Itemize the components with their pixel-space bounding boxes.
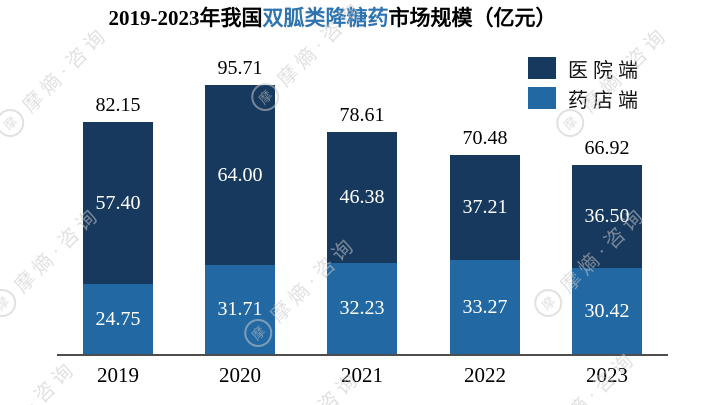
legend: 医院端 药店端: [528, 56, 643, 112]
bar-segment-hospital: 64.00: [205, 85, 275, 265]
title-suffix: 市场规模（亿元）: [388, 6, 557, 30]
total-value-label: 95.71: [217, 57, 263, 79]
bar-segment-pharmacy: 32.23: [327, 263, 397, 354]
x-axis-label-2022: 2022: [464, 363, 506, 387]
bar-segment-pharmacy: 31.71: [205, 265, 275, 354]
chart-title: 2019-2023年我国双胍类降糖药市场规模（亿元）: [0, 2, 665, 32]
bar-segment-hospital: 36.50: [572, 165, 642, 268]
title-highlight: 双胍类降糖药: [262, 6, 389, 30]
pharmacy-value-label: 32.23: [339, 297, 385, 319]
legend-swatch-hospital: [528, 57, 556, 79]
pharmacy-value-label: 31.71: [217, 298, 263, 320]
bar-group-2020: 64.00 31.71 95.71 2020: [205, 57, 275, 387]
legend-label-hospital: 医院端: [568, 59, 643, 82]
bar-segment-pharmacy: 30.42: [572, 268, 642, 354]
bar-segment-pharmacy: 33.27: [450, 260, 520, 354]
pharmacy-value-label: 33.27: [462, 295, 508, 318]
bar-group-2019: 57.40 24.75 82.15 2019: [83, 94, 153, 387]
bar-segment-hospital: 37.21: [450, 155, 520, 260]
legend-swatch-pharmacy: [528, 87, 556, 109]
bar-group-2022: 37.21 33.27 70.48 2022: [450, 127, 520, 387]
bar-segment-hospital: 57.40: [83, 122, 153, 284]
title-prefix: 2019-2023年我国: [108, 6, 263, 30]
hospital-value-label: 57.40: [95, 191, 141, 214]
legend-item-hospital: 医院端: [528, 56, 643, 82]
hospital-value-label: 46.38: [339, 186, 385, 208]
x-axis-label-2023: 2023: [586, 363, 628, 387]
total-value-label: 78.61: [339, 104, 385, 126]
bar-segment-pharmacy: 24.75: [83, 284, 153, 354]
pharmacy-value-label: 30.42: [584, 299, 630, 322]
total-value-label: 66.92: [584, 137, 630, 159]
hospital-value-label: 37.21: [462, 196, 508, 218]
total-value-label: 70.48: [462, 127, 508, 149]
legend-item-pharmacy: 药店端: [528, 86, 643, 112]
pharmacy-value-label: 24.75: [95, 307, 141, 330]
bar-group-2023: 36.50 30.42 66.92 2023: [572, 137, 642, 387]
legend-label-pharmacy: 药店端: [568, 89, 643, 112]
bar-group-2021: 46.38 32.23 78.61 2021: [327, 104, 397, 387]
x-axis-label-2021: 2021: [341, 363, 383, 387]
x-axis-label-2019: 2019: [97, 363, 139, 387]
x-axis-line: [57, 354, 668, 356]
hospital-value-label: 64.00: [217, 163, 263, 186]
x-axis-label-2020: 2020: [219, 363, 261, 387]
total-value-label: 82.15: [95, 94, 141, 116]
hospital-value-label: 36.50: [584, 205, 630, 227]
bar-segment-hospital: 46.38: [327, 132, 397, 263]
